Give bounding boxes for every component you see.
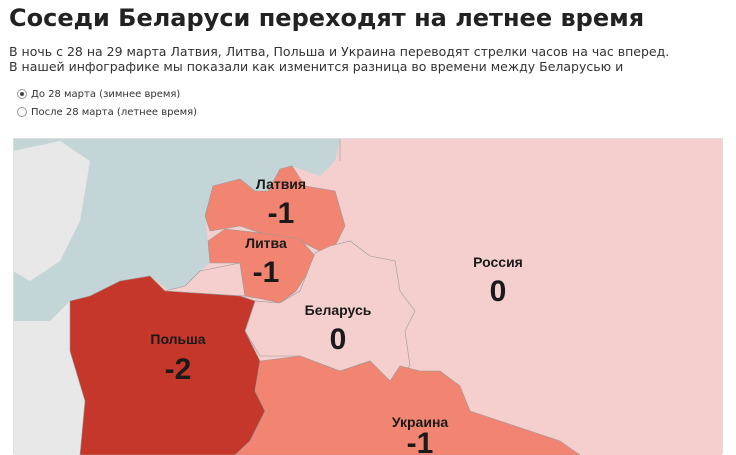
time-option-group: До 28 марта (зимнее время) После 28 март… [17, 85, 197, 121]
label-belarus-value: 0 [330, 323, 347, 356]
land-sweden [14, 141, 90, 281]
region-ukraine[interactable] [234, 355, 581, 455]
label-russia-name: Россия [473, 254, 523, 270]
radio-button[interactable] [17, 89, 27, 99]
label-latvia-value: -1 [268, 197, 295, 230]
region-lithuania[interactable] [207, 228, 316, 304]
label-poland-value: -2 [165, 353, 192, 386]
description: В ночь с 28 на 29 марта Латвия, Литва, П… [9, 44, 670, 74]
radio-button[interactable] [17, 107, 27, 117]
radio-winter-time[interactable]: До 28 марта (зимнее время) [17, 85, 197, 103]
baltic-sea [14, 139, 340, 321]
label-lithuania-value: -1 [253, 256, 280, 289]
label-lithuania-name: Литва [245, 235, 287, 251]
label-ukraine-name: Украина [392, 414, 449, 430]
label-belarus-name: Беларусь [305, 302, 372, 318]
label-poland-name: Польша [150, 331, 205, 347]
label-latvia-name: Латвия [256, 176, 306, 192]
land-west [14, 301, 85, 455]
label-russia-value: 0 [490, 275, 507, 308]
page-title: Соседи Беларуси переходят на летнее врем… [9, 4, 645, 32]
label-ukraine-value: -1 [407, 427, 434, 455]
map[interactable]: Латвия -1 Литва -1 Беларусь 0 Россия 0 П… [13, 138, 723, 455]
radio-summer-time[interactable]: После 28 марта (летнее время) [17, 103, 197, 121]
